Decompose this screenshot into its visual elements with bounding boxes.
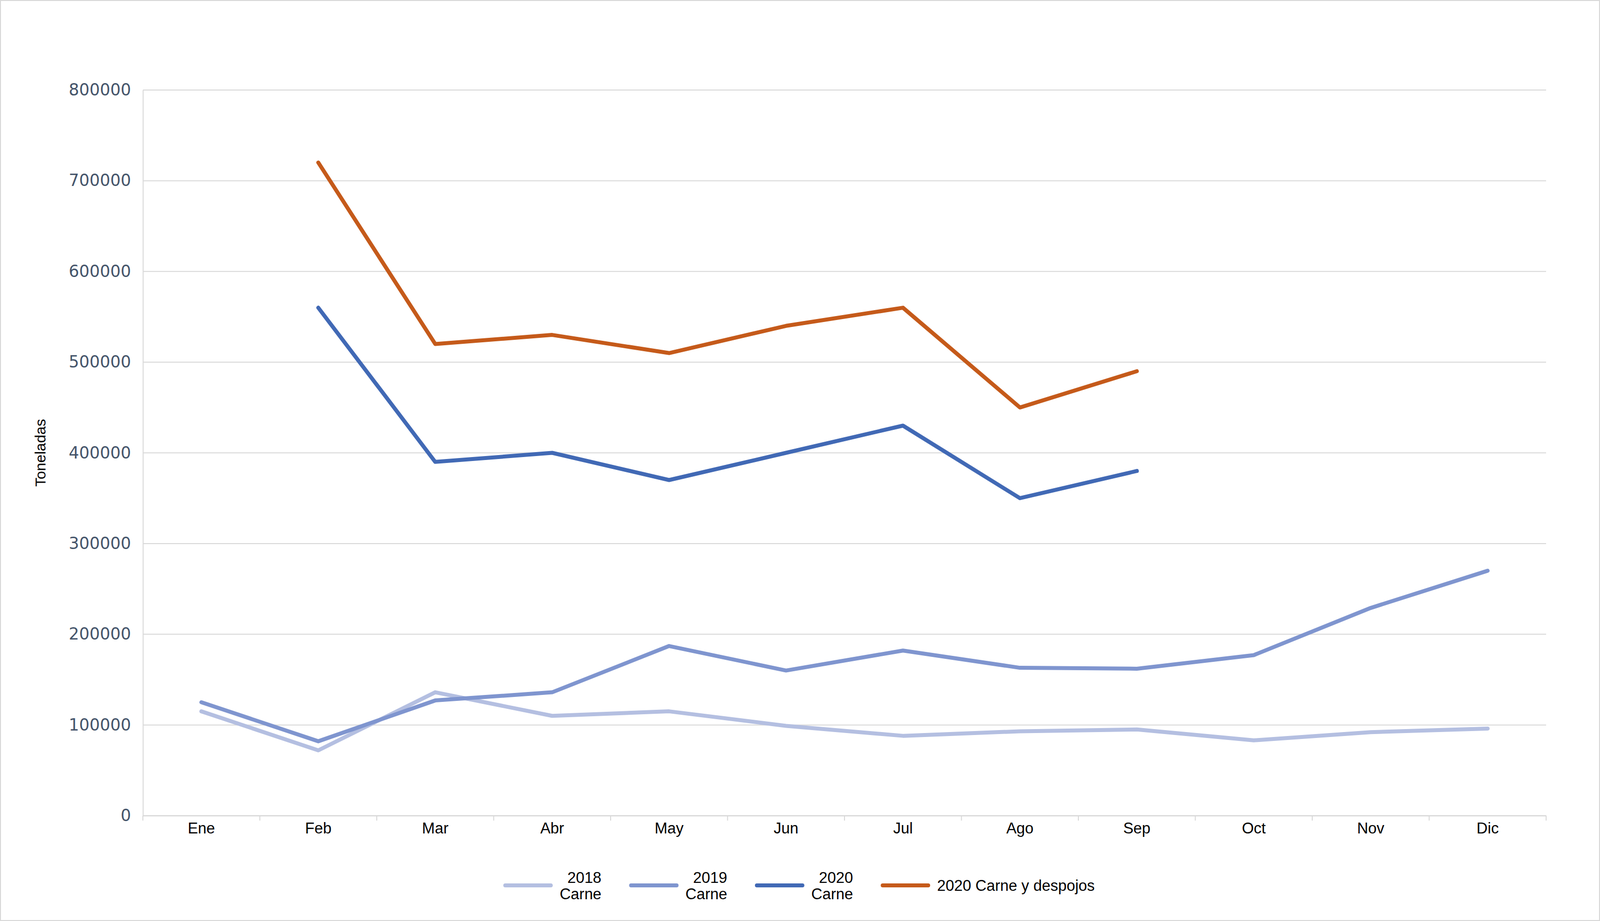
x-axis: Ene Feb Mar Abr May Jun Jul Ago Sep Oct Nov Dic <box>142 815 1547 837</box>
grid-line <box>142 270 1547 272</box>
x-tick: Dic <box>1476 815 1499 837</box>
legend-item: 2020 Carne y despojos <box>882 876 1095 894</box>
x-band-separator <box>727 815 729 821</box>
x-tick: Abr <box>540 815 565 837</box>
y-tick: 300000 <box>68 533 143 553</box>
y-tick: 0 <box>120 805 143 825</box>
y-tick-label: 500000 <box>68 352 132 372</box>
y-tick-label: 800000 <box>68 80 132 100</box>
series-line <box>201 692 1488 751</box>
x-tick-label: Feb <box>305 819 332 837</box>
y-tick-label: 400000 <box>68 443 132 463</box>
y-tick: 100000 <box>68 714 143 735</box>
legend: 2018Carne 2019Carne 2020Carne 2020 Carne y … <box>505 868 1095 903</box>
x-tick: Mar <box>422 815 449 837</box>
y-axis-title: Toneladas <box>32 418 49 487</box>
y-tick: 600000 <box>68 261 143 281</box>
x-tick-label: Abr <box>540 819 565 837</box>
grid-line <box>142 361 1547 363</box>
lines <box>201 162 1488 751</box>
y-axis-line <box>142 90 144 816</box>
grid-line <box>142 542 1547 544</box>
x-tick-label: Mar <box>422 819 449 837</box>
grid <box>142 89 1547 816</box>
x-band-separator <box>1195 815 1197 821</box>
background <box>0 0 1600 921</box>
x-band-separator <box>1545 815 1547 821</box>
y-tick-label: 600000 <box>68 261 132 281</box>
x-band-separator <box>1311 815 1313 821</box>
legend-label: 2019Carne <box>685 868 727 903</box>
chart: 0 100000 200000 300000 400000 500000 600000 700… <box>0 0 1600 921</box>
x-tick-label: Jun <box>773 819 799 837</box>
x-band-separator <box>376 815 378 821</box>
y-tick-label: 700000 <box>68 170 132 190</box>
grid-line <box>142 724 1547 726</box>
x-tick: Ene <box>187 815 216 837</box>
y-tick-label: 200000 <box>68 623 132 644</box>
y-tick: 400000 <box>68 443 143 463</box>
legend-item: 2020Carne <box>756 868 853 903</box>
y-tick: 700000 <box>68 170 143 190</box>
legend-swatch <box>882 883 929 888</box>
y-axis: 0 100000 200000 300000 400000 500000 600000 700… <box>68 80 143 825</box>
x-tick: May <box>654 815 684 837</box>
x-tick: Jun <box>773 815 799 837</box>
x-tick: Oct <box>1242 815 1267 837</box>
x-tick-label: Jul <box>892 819 913 837</box>
x-band-separator <box>493 815 495 821</box>
legend-item: 2018Carne <box>505 868 602 903</box>
legend-swatch <box>630 883 677 888</box>
x-band-separator <box>1428 815 1430 821</box>
x-tick-label: Sep <box>1123 819 1151 837</box>
grid-line <box>142 633 1547 635</box>
x-tick-label: Ago <box>1006 819 1034 837</box>
series-line <box>201 570 1488 742</box>
y-tick-label: 300000 <box>68 533 132 553</box>
x-tick-label: Oct <box>1242 819 1267 837</box>
x-band-separator <box>1077 815 1079 821</box>
x-band-separator <box>259 815 261 821</box>
x-tick-label: Ene <box>187 819 216 837</box>
grid-line <box>142 452 1547 454</box>
x-tick: Sep <box>1123 815 1151 837</box>
legend-label: 2020Carne <box>811 868 853 903</box>
plot: 0 100000 200000 300000 400000 500000 600000 700… <box>68 80 1547 837</box>
grid-line <box>142 179 1547 181</box>
x-tick: Jul <box>892 815 913 837</box>
y-tick: 500000 <box>68 352 143 372</box>
x-band-separator <box>844 815 845 821</box>
x-tick: Ago <box>1006 815 1034 837</box>
y-tick-label: 0 <box>120 805 132 825</box>
x-tick-label: May <box>654 819 684 837</box>
grid-line <box>142 89 1547 91</box>
x-tick-label: Nov <box>1357 819 1385 837</box>
y-tick-label: 100000 <box>68 714 132 735</box>
x-band-separator <box>610 815 612 821</box>
x-band-separator <box>961 815 963 821</box>
legend-label: 2020 Carne y despojos <box>936 876 1095 894</box>
legend-item: 2019Carne <box>630 868 727 903</box>
legend-label: 2018Carne <box>559 868 602 903</box>
y-tick: 200000 <box>68 623 143 644</box>
legend-swatch <box>756 883 803 888</box>
series-line <box>318 162 1138 408</box>
y-tick: 800000 <box>68 80 143 100</box>
x-tick-label: Dic <box>1476 819 1499 837</box>
x-tick: Feb <box>305 815 332 837</box>
legend-swatch <box>505 883 551 888</box>
x-tick: Nov <box>1357 815 1385 837</box>
x-band-separator <box>142 815 144 821</box>
